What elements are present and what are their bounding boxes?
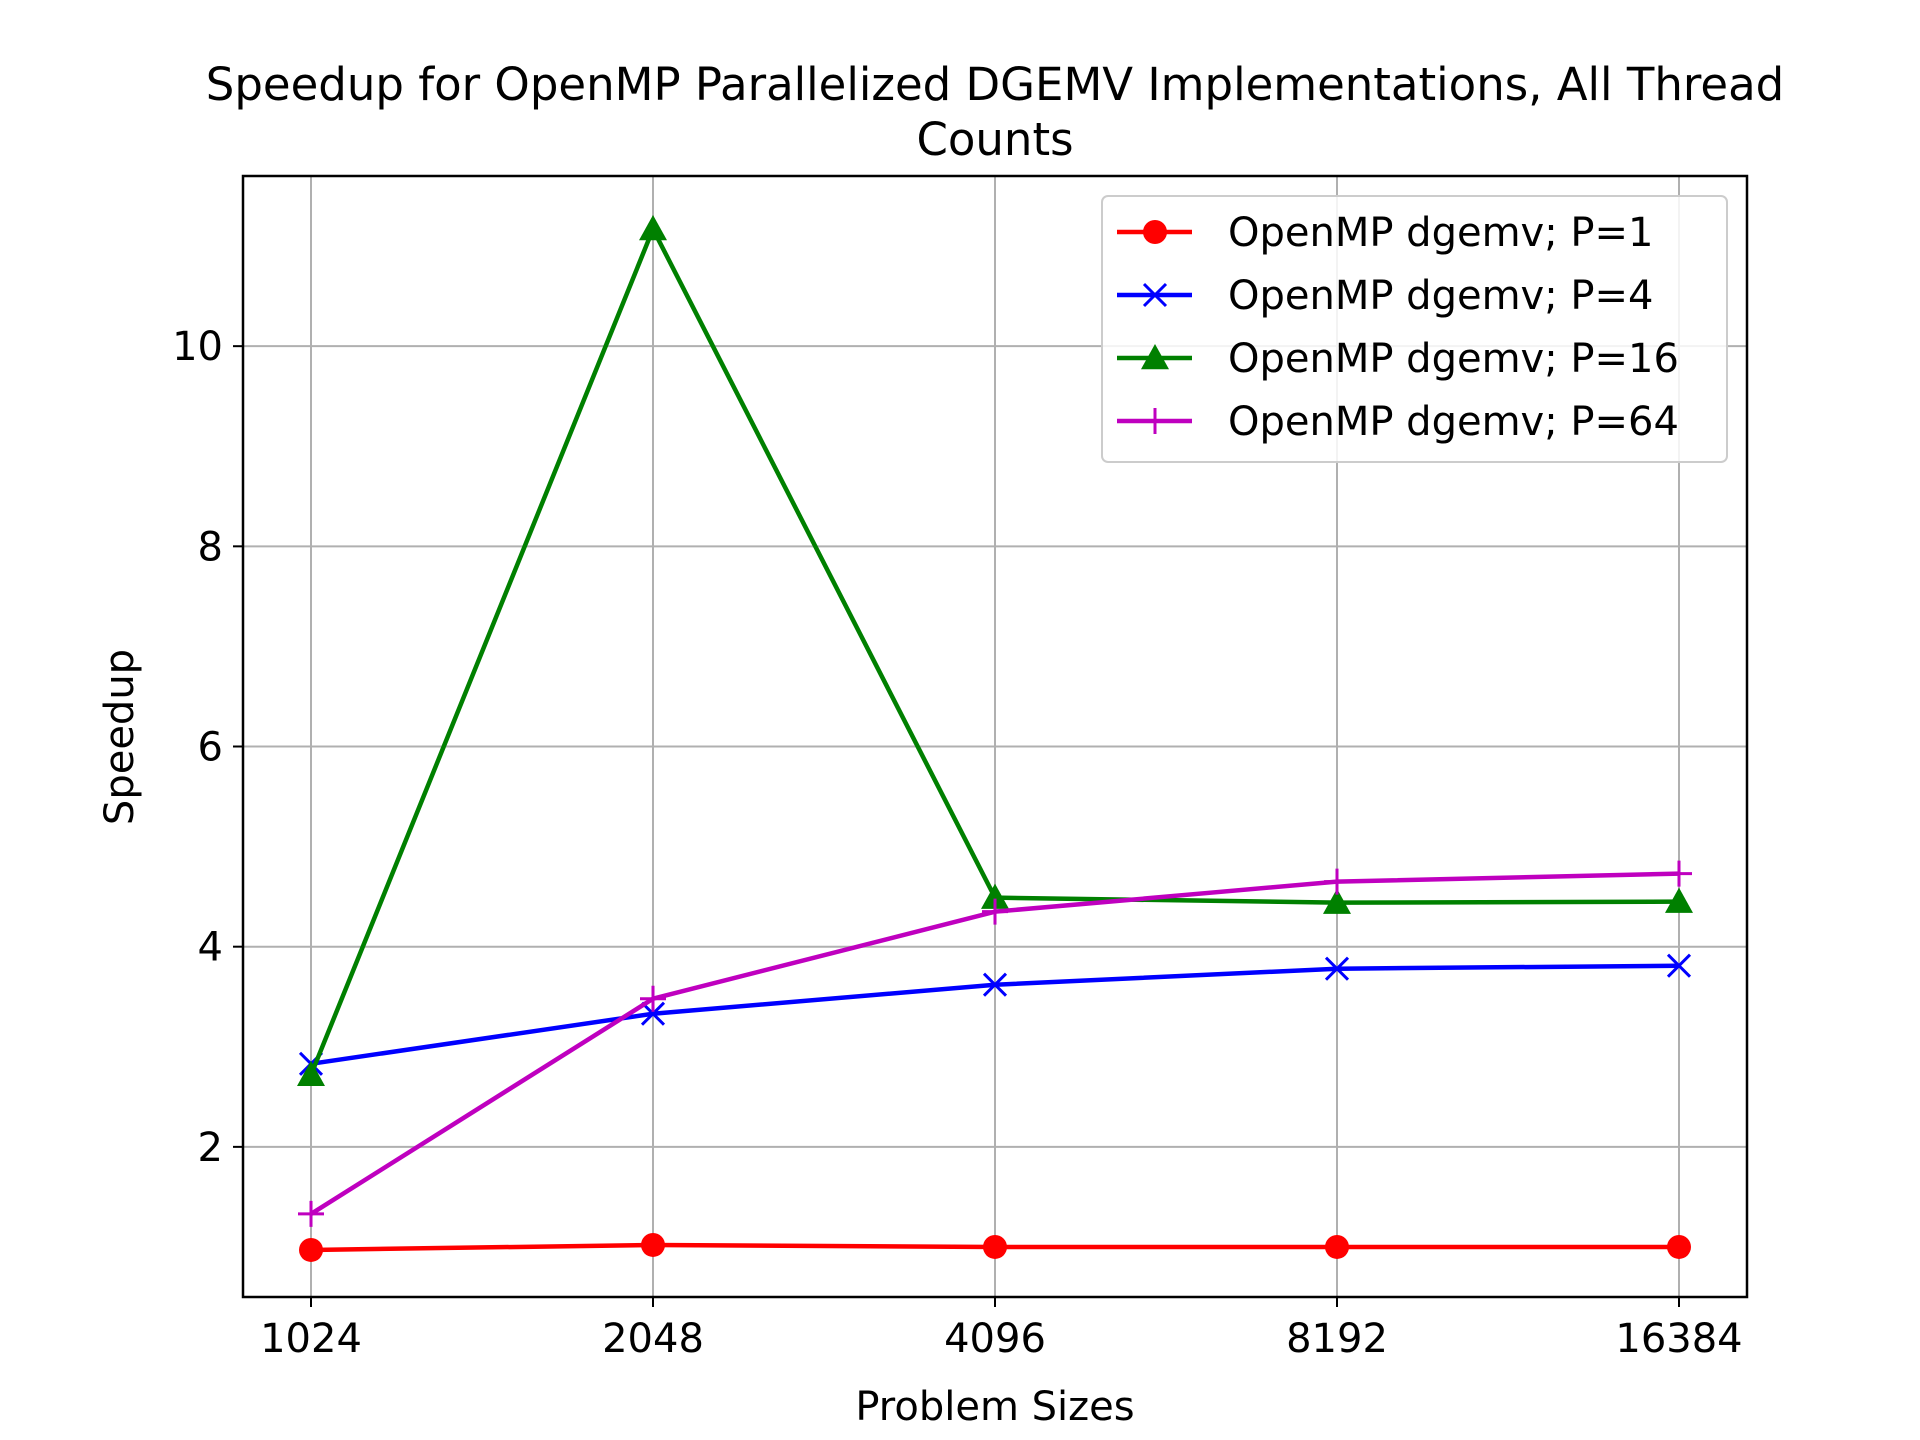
y-axis: 2 4 6 8 10 (172, 324, 243, 1171)
data-point (1665, 887, 1693, 913)
data-point (640, 985, 666, 1012)
data-point (299, 1237, 323, 1262)
y-tick-label: 4 (198, 925, 223, 971)
x-tick-label: 2048 (602, 1316, 704, 1362)
x-axis: 1024 2048 4096 8192 16384 (260, 1297, 1743, 1362)
data-point (1323, 888, 1351, 914)
legend-label: OpenMP dgemv; P=16 (1228, 336, 1679, 382)
series-openmp-dgemv-p-64 (298, 860, 1692, 1227)
data-point (639, 215, 667, 241)
data-point (297, 1060, 325, 1087)
x-tick-label: 1024 (260, 1316, 362, 1362)
series-openmp-dgemv-p-1 (299, 1232, 1691, 1262)
data-point (983, 1234, 1007, 1259)
y-axis-label: Speedup (97, 649, 143, 825)
legend: OpenMP dgemv; P=1 OpenMP dgemv; P=4 OpenMP… (1101, 195, 1728, 463)
data-point (1666, 860, 1692, 887)
legend-entry: OpenMP dgemv; P=4 (1117, 273, 1654, 319)
x-tick-label: 4096 (944, 1316, 1046, 1362)
data-point (1141, 344, 1169, 370)
y-tick-label: 6 (198, 725, 223, 771)
x-tick-label: 8192 (1286, 1316, 1388, 1362)
data-point (1666, 953, 1692, 978)
series-layer (297, 215, 1693, 1262)
legend-label: OpenMP dgemv; P=4 (1228, 273, 1654, 319)
data-point (982, 898, 1008, 925)
data-point (1142, 408, 1168, 434)
legend-label: OpenMP dgemv; P=64 (1228, 399, 1679, 445)
data-point (1324, 956, 1350, 981)
series-openmp-dgemv-p-16 (297, 215, 1693, 1087)
data-point (298, 1200, 324, 1227)
chart-title-line-1: Speedup for OpenMP Parallelized DGEMV Im… (206, 58, 1784, 111)
x-axis-label: Problem Sizes (855, 1384, 1134, 1430)
y-tick-label: 8 (198, 524, 223, 570)
y-tick-label: 10 (172, 324, 223, 370)
legend-entry: OpenMP dgemv; P=64 (1117, 399, 1679, 445)
legend-entry: OpenMP dgemv; P=16 (1117, 336, 1679, 382)
y-tick-label: 2 (198, 1125, 223, 1171)
data-point (1143, 220, 1167, 244)
legend-box (1101, 195, 1728, 463)
x-tick-label: 16384 (1615, 1316, 1742, 1362)
legend-label: OpenMP dgemv; P=1 (1228, 210, 1654, 256)
data-point (1324, 868, 1350, 895)
data-point (641, 1232, 665, 1257)
data-point (1142, 282, 1168, 308)
data-point (1667, 1234, 1691, 1259)
chart-title-line-2: Counts (916, 113, 1073, 166)
data-point (982, 972, 1008, 997)
data-point (981, 883, 1009, 909)
legend-entry: OpenMP dgemv; P=1 (1117, 210, 1654, 256)
data-point (1325, 1234, 1349, 1259)
data-point (640, 1001, 666, 1026)
